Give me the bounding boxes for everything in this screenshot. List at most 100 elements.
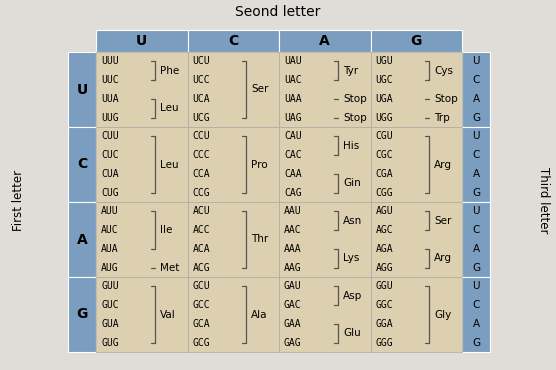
Text: Arg: Arg xyxy=(434,253,453,263)
Text: Ser: Ser xyxy=(251,84,269,94)
Text: AGU: AGU xyxy=(375,206,393,216)
Bar xyxy=(279,277,370,352)
Text: C: C xyxy=(472,300,480,310)
Text: C: C xyxy=(77,158,87,172)
Text: AGG: AGG xyxy=(375,263,393,273)
Text: AUU: AUU xyxy=(101,206,118,216)
Text: C: C xyxy=(472,75,480,85)
Bar xyxy=(68,52,96,127)
Text: Glu: Glu xyxy=(343,328,361,338)
Text: CAA: CAA xyxy=(284,169,301,179)
Text: CAG: CAG xyxy=(284,188,301,198)
Text: ACU: ACU xyxy=(192,206,210,216)
Text: CGU: CGU xyxy=(375,131,393,141)
Text: U: U xyxy=(472,56,480,66)
Text: CAU: CAU xyxy=(284,131,301,141)
Text: GGA: GGA xyxy=(375,319,393,329)
Text: Cys: Cys xyxy=(434,66,453,76)
Text: Gly: Gly xyxy=(434,309,451,320)
Text: Arg: Arg xyxy=(434,159,453,169)
Text: G: G xyxy=(472,263,480,273)
Bar xyxy=(96,202,187,277)
Text: AGA: AGA xyxy=(375,244,393,254)
Text: Stop: Stop xyxy=(343,94,366,104)
Bar xyxy=(96,30,187,52)
Text: UCU: UCU xyxy=(192,56,210,66)
Text: A: A xyxy=(473,94,480,104)
Text: U: U xyxy=(136,34,147,48)
Text: GAA: GAA xyxy=(284,319,301,329)
Text: CGA: CGA xyxy=(375,169,393,179)
Text: UAG: UAG xyxy=(284,112,301,122)
Text: Seond letter: Seond letter xyxy=(235,5,321,19)
Text: His: His xyxy=(343,141,359,151)
Text: GGG: GGG xyxy=(375,337,393,348)
Text: U: U xyxy=(76,83,88,97)
Text: AAA: AAA xyxy=(284,244,301,254)
Bar xyxy=(462,277,490,352)
Text: G: G xyxy=(472,188,480,198)
Text: CAC: CAC xyxy=(284,150,301,160)
Bar xyxy=(68,127,96,202)
Text: GCU: GCU xyxy=(192,281,210,292)
Text: C: C xyxy=(228,34,239,48)
Text: C: C xyxy=(472,225,480,235)
Text: GCG: GCG xyxy=(192,337,210,348)
Text: CCC: CCC xyxy=(192,150,210,160)
Text: UAC: UAC xyxy=(284,75,301,85)
Text: Ser: Ser xyxy=(434,216,452,226)
Text: GUU: GUU xyxy=(101,281,118,292)
Text: A: A xyxy=(319,34,330,48)
Text: GUC: GUC xyxy=(101,300,118,310)
Bar xyxy=(279,52,370,127)
Text: Asn: Asn xyxy=(343,216,362,226)
Text: AUG: AUG xyxy=(101,263,118,273)
Bar xyxy=(279,202,370,277)
Bar xyxy=(279,127,370,202)
Text: Tyr: Tyr xyxy=(343,66,358,76)
Text: UGU: UGU xyxy=(375,56,393,66)
Text: ACA: ACA xyxy=(192,244,210,254)
Text: UAU: UAU xyxy=(284,56,301,66)
Text: Phe: Phe xyxy=(160,66,179,76)
Bar xyxy=(462,202,490,277)
Bar xyxy=(96,127,187,202)
Text: GGU: GGU xyxy=(375,281,393,292)
Text: UCC: UCC xyxy=(192,75,210,85)
Text: Trp: Trp xyxy=(434,112,450,122)
Text: CUC: CUC xyxy=(101,150,118,160)
Text: A: A xyxy=(77,232,87,246)
Text: UUC: UUC xyxy=(101,75,118,85)
Bar xyxy=(370,30,462,52)
Text: Stop: Stop xyxy=(434,94,458,104)
Text: AGC: AGC xyxy=(375,225,393,235)
Text: ACC: ACC xyxy=(192,225,210,235)
Bar xyxy=(187,127,279,202)
Text: Leu: Leu xyxy=(160,159,178,169)
Bar xyxy=(279,30,370,52)
Text: Pro: Pro xyxy=(251,159,268,169)
Text: CCU: CCU xyxy=(192,131,210,141)
Text: CGC: CGC xyxy=(375,150,393,160)
Text: GUG: GUG xyxy=(101,337,118,348)
Text: A: A xyxy=(473,169,480,179)
Bar xyxy=(187,52,279,127)
Text: U: U xyxy=(472,131,480,141)
Text: Asp: Asp xyxy=(343,291,362,301)
Text: A: A xyxy=(473,319,480,329)
Text: UUG: UUG xyxy=(101,112,118,122)
Text: CUA: CUA xyxy=(101,169,118,179)
Text: Ala: Ala xyxy=(251,309,268,320)
Text: Gin: Gin xyxy=(343,178,361,188)
Bar xyxy=(462,127,490,202)
Text: UGA: UGA xyxy=(375,94,393,104)
Text: AAC: AAC xyxy=(284,225,301,235)
Text: GGC: GGC xyxy=(375,300,393,310)
Bar xyxy=(68,277,96,352)
Bar xyxy=(187,277,279,352)
Bar xyxy=(96,277,187,352)
Text: UAA: UAA xyxy=(284,94,301,104)
Bar xyxy=(370,127,462,202)
Bar xyxy=(68,202,96,277)
Text: G: G xyxy=(76,307,88,322)
